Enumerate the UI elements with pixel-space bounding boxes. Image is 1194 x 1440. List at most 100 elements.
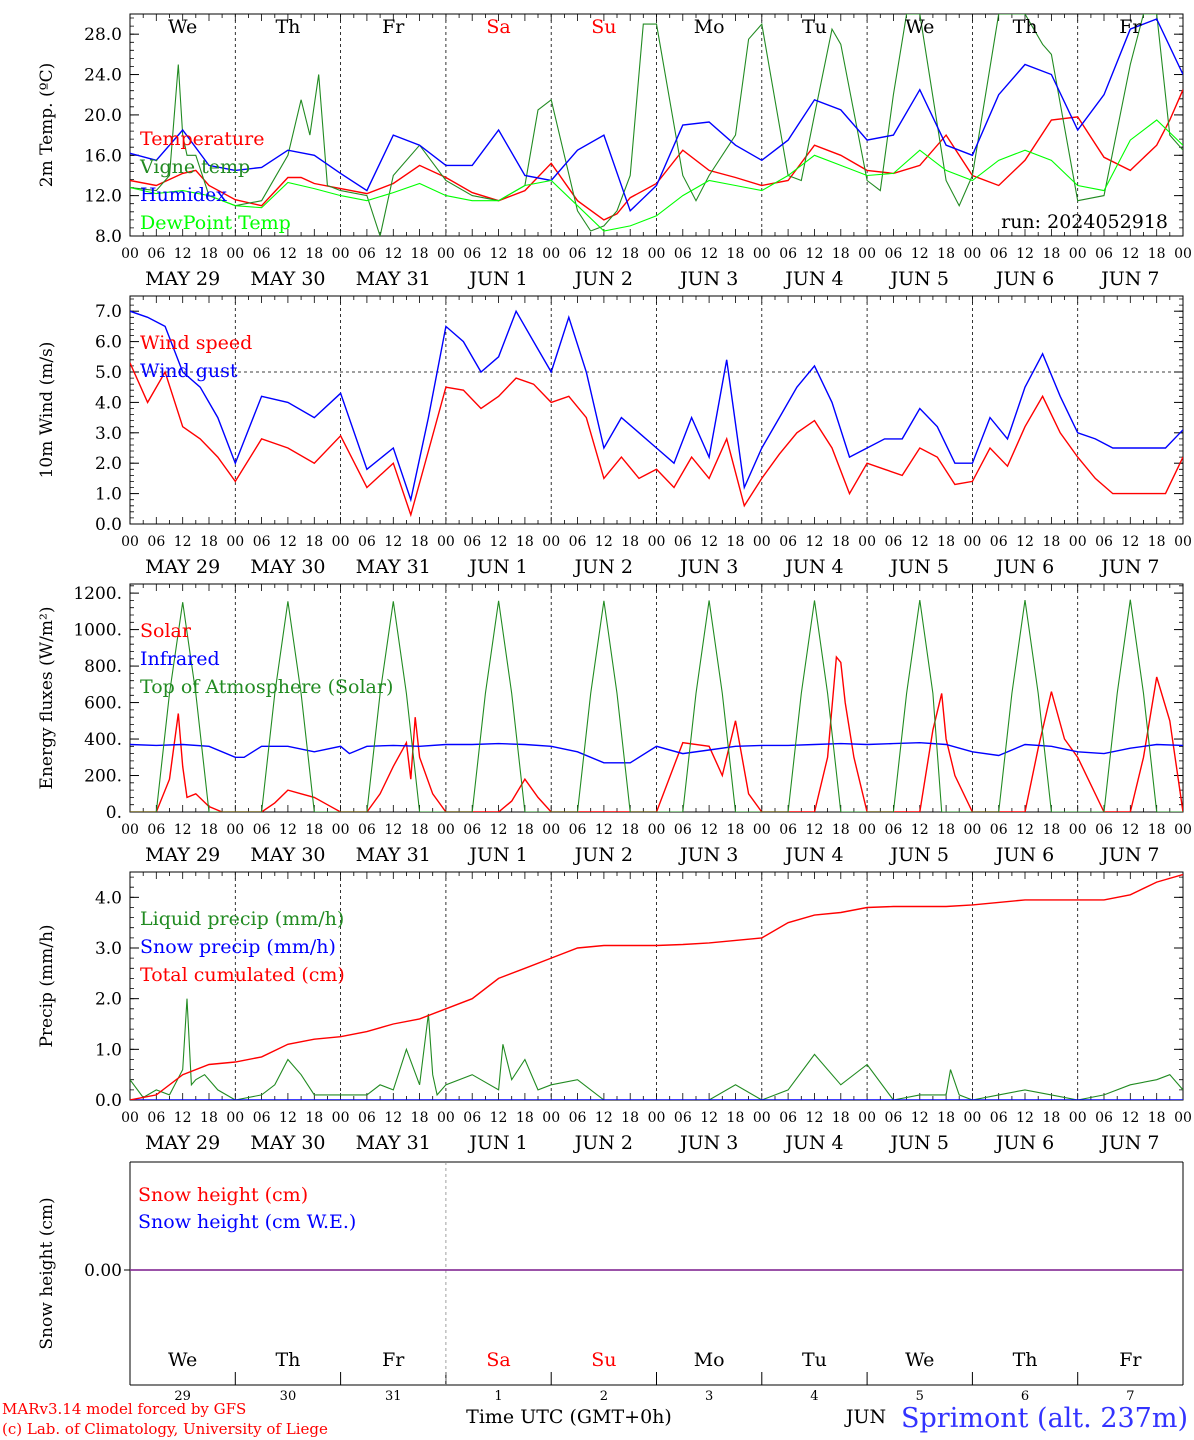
x-hour-label: 00 xyxy=(332,1110,350,1126)
x-hour-label: 06 xyxy=(463,822,481,838)
day-name-label: Th xyxy=(1013,16,1038,38)
series-line-vigne-temp xyxy=(130,14,1183,236)
day-name-label: Sa xyxy=(486,16,510,38)
x-hour-label: 06 xyxy=(253,246,271,262)
x-date-label: JUN 6 xyxy=(994,556,1054,578)
x-hour-label: 12 xyxy=(1016,534,1034,550)
x-hour-label: 12 xyxy=(174,822,192,838)
y-tick-label: 1.0 xyxy=(95,1040,122,1060)
x-date-label: JUN 2 xyxy=(573,556,633,578)
x-date-label: MAY 30 xyxy=(250,268,325,290)
x-date-label: JUN 6 xyxy=(994,844,1054,866)
x-hour-label: 18 xyxy=(516,822,534,838)
x-hour-label: 12 xyxy=(911,246,929,262)
day-name-label: Fr xyxy=(382,16,405,38)
x-date-label: JUN 4 xyxy=(783,1132,843,1154)
x-hour-label: 00 xyxy=(121,534,139,550)
x-hour-label: 00 xyxy=(1069,534,1087,550)
y-axis-label: 10m Wind (m/s) xyxy=(37,342,57,479)
x-hour-label: 06 xyxy=(358,822,376,838)
legend-entry: Vigne temp xyxy=(139,156,250,178)
y-tick-label: 0.00 xyxy=(84,1261,122,1281)
x-hour-label: 00 xyxy=(753,1110,771,1126)
x-hour-label: 06 xyxy=(358,534,376,550)
x-hour-label: 18 xyxy=(832,1110,850,1126)
series-line-infrared xyxy=(130,741,1183,764)
day-name-label: We xyxy=(168,1349,197,1371)
legend-entry: Liquid precip (mm/h) xyxy=(140,908,344,930)
x-hour-label: 00 xyxy=(542,822,560,838)
x-hour-label: 12 xyxy=(595,246,613,262)
day-name-label: Fr xyxy=(382,1349,405,1371)
x-hour-label: 18 xyxy=(937,246,955,262)
x-hour-label: 00 xyxy=(648,1110,666,1126)
x-hour-label: 18 xyxy=(516,246,534,262)
x-hour-label: 12 xyxy=(1121,246,1139,262)
y-tick-label: 3.0 xyxy=(95,424,122,444)
day-name-label: Mo xyxy=(694,1349,725,1371)
series-line-top-of-atmosphere-solar- xyxy=(130,599,1183,812)
x-hour-label: 06 xyxy=(779,246,797,262)
y-tick-label: 12.0 xyxy=(84,187,122,207)
x-hour-label: 18 xyxy=(1042,534,1060,550)
day-name-label: Su xyxy=(591,1349,616,1371)
legend-entry: Total cumulated (cm) xyxy=(140,964,345,986)
panel-1: 8.0 12.0 16.0 20.0 24.0 28.0 2m Temp. (ºC) Temp… xyxy=(37,13,1192,290)
legend-entry: Solar xyxy=(140,620,192,642)
x-hour-label: 12 xyxy=(490,822,508,838)
x-hour-label: 06 xyxy=(885,534,903,550)
x-hour-label: 00 xyxy=(858,534,876,550)
x-hour-label: 12 xyxy=(700,822,718,838)
x-hour-label: 18 xyxy=(1148,822,1166,838)
day-name-label: Sa xyxy=(486,1349,510,1371)
x-hour-label: 06 xyxy=(1095,1110,1113,1126)
x-hour-label: 18 xyxy=(200,1110,218,1126)
y-tick-label: 16.0 xyxy=(84,146,122,166)
month-label: JUN xyxy=(844,1406,886,1428)
x-date-label: MAY 29 xyxy=(145,268,220,290)
x-hour-label: 00 xyxy=(437,1110,455,1126)
model-credit: MARv3.14 model forced by GFS xyxy=(2,1400,246,1418)
x-hour-label: 18 xyxy=(1042,1110,1060,1126)
x-hour-label: 06 xyxy=(990,822,1008,838)
x-date-label: JUN 3 xyxy=(678,1132,738,1154)
x-hour-label: 12 xyxy=(806,822,824,838)
x-hour-label: 06 xyxy=(885,822,903,838)
x-hour-label: 12 xyxy=(700,534,718,550)
legend-entry: Humidex xyxy=(140,184,227,206)
x-date-label: MAY 29 xyxy=(145,1132,220,1154)
y-tick-label: 4.0 xyxy=(95,888,122,908)
x-hour-label: 06 xyxy=(569,534,587,550)
series-line-total-cumulated-cm- xyxy=(130,873,1183,1100)
x-hour-label: 00 xyxy=(437,534,455,550)
x-hour-label: 06 xyxy=(253,1110,271,1126)
day-number-label: 4 xyxy=(810,1389,818,1404)
x-hour-label: 00 xyxy=(1069,246,1087,262)
panel-4: 0.0 1.0 2.0 3.0 4.0 Precip (mm/h) Liquid preci… xyxy=(37,871,1192,1154)
legend-entry: Wind gust xyxy=(140,360,238,382)
run-label: run: 2024052918 xyxy=(1001,211,1168,233)
x-hour-label: 06 xyxy=(569,822,587,838)
x-hour-label: 00 xyxy=(226,246,244,262)
day-number-label: 7 xyxy=(1126,1389,1134,1404)
panel-3: 0. 200. 400. 600. 800. 1000. 1200. Energy fluxe… xyxy=(37,583,1192,866)
x-date-label: JUN 5 xyxy=(889,844,949,866)
legend-entry: Temperature xyxy=(140,128,264,150)
x-hour-label: 06 xyxy=(569,246,587,262)
x-hour-label: 12 xyxy=(806,246,824,262)
x-hour-label: 06 xyxy=(253,822,271,838)
x-hour-label: 18 xyxy=(832,822,850,838)
x-hour-label: 06 xyxy=(358,1110,376,1126)
x-hour-label: 06 xyxy=(779,822,797,838)
x-hour-label: 00 xyxy=(121,822,139,838)
x-hour-label: 18 xyxy=(411,822,429,838)
x-hour-label: 12 xyxy=(174,1110,192,1126)
x-hour-label: 18 xyxy=(411,1110,429,1126)
x-hour-label: 06 xyxy=(1095,822,1113,838)
x-date-label: JUN 2 xyxy=(573,268,633,290)
x-date-label: MAY 31 xyxy=(356,1132,431,1154)
x-hour-label: 00 xyxy=(121,1110,139,1126)
x-hour-label: 06 xyxy=(147,246,165,262)
y-axis-label: Energy fluxes (W/m²) xyxy=(37,607,57,790)
y-tick-label: 24.0 xyxy=(84,66,122,86)
